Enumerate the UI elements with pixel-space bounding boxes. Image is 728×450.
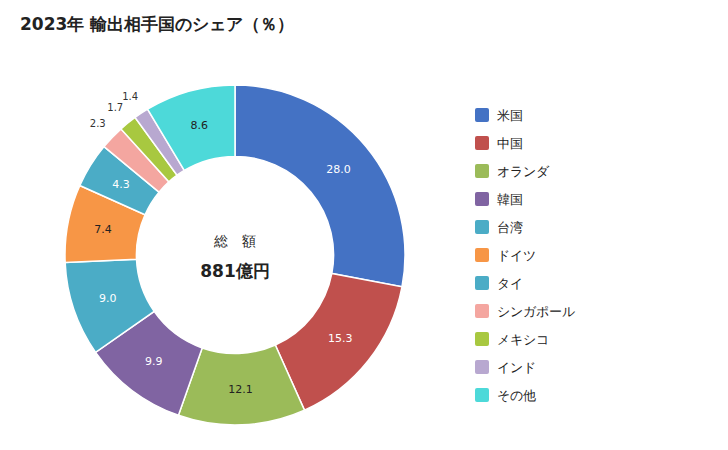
data-labels: 28.0 15.3 12.1 9.9 9.0 7.4 4.3 2.31.71.4 8.6 xyxy=(90,91,353,396)
data-label: 9.9 xyxy=(145,355,163,368)
legend-swatch xyxy=(475,108,489,122)
chart-container: 2023年 輸出相手国のシェア（％） 28.0 15.3 12.1 9.9 9.0 7.4 4… xyxy=(0,0,728,450)
donut-slice xyxy=(65,259,154,352)
data-label: 12.1 xyxy=(228,383,253,396)
data-label: 7.4 xyxy=(94,223,112,236)
legend-swatch xyxy=(475,136,489,150)
chart-title: 2023年 輸出相手国のシェア（％） xyxy=(20,14,294,34)
legend-swatch xyxy=(475,332,489,346)
legend-label: オランダ xyxy=(497,164,550,179)
legend-label: 中国 xyxy=(497,136,523,151)
legend-swatch xyxy=(475,304,489,318)
legend-swatch xyxy=(475,276,489,290)
data-label: 1.4 xyxy=(122,91,138,102)
donut-slice xyxy=(235,85,405,287)
data-label: 1.7 xyxy=(107,102,123,113)
donut xyxy=(65,85,405,425)
legend-label: インド xyxy=(497,360,536,375)
center-text: 総 額 xyxy=(213,233,256,249)
data-label: 4.3 xyxy=(112,178,130,191)
legend-swatch xyxy=(475,388,489,402)
legend-swatch xyxy=(475,192,489,206)
chart-svg: 2023年 輸出相手国のシェア（％） 28.0 15.3 12.1 9.9 9.0 7.4 4… xyxy=(0,0,728,450)
data-label: 2.3 xyxy=(90,118,106,129)
legend: 米国中国オランダ韓国台湾ドイツタイシンガポールメキシコインドその他 xyxy=(475,108,575,403)
legend-label: ドイツ xyxy=(497,248,536,263)
legend-label: メキシコ xyxy=(497,332,549,347)
legend-swatch xyxy=(475,360,489,374)
donut-slice xyxy=(148,85,235,170)
legend-swatch xyxy=(475,220,489,234)
legend-swatch xyxy=(475,248,489,262)
center-text: 881億円 xyxy=(200,261,270,281)
legend-label: 台湾 xyxy=(497,220,523,235)
legend-label: その他 xyxy=(497,388,536,403)
legend-label: シンガポール xyxy=(497,304,575,319)
data-label: 15.3 xyxy=(328,332,353,345)
legend-swatch xyxy=(475,164,489,178)
data-label: 28.0 xyxy=(326,163,351,176)
data-label: 9.0 xyxy=(99,292,117,305)
legend-label: 韓国 xyxy=(497,192,523,207)
data-label: 8.6 xyxy=(190,119,208,132)
legend-label: タイ xyxy=(497,276,523,291)
legend-label: 米国 xyxy=(497,108,523,123)
